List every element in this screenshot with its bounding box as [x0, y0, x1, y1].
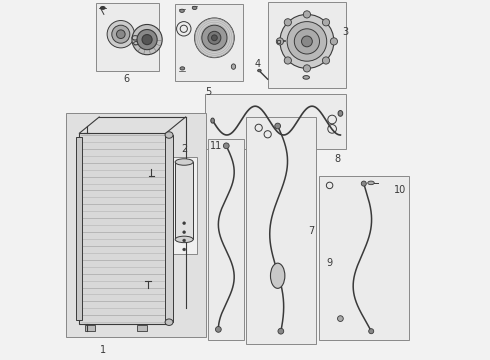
Bar — [66, 113, 206, 337]
Circle shape — [208, 31, 221, 44]
Circle shape — [284, 57, 292, 64]
Circle shape — [195, 18, 234, 58]
Circle shape — [132, 24, 162, 55]
Text: 2: 2 — [181, 144, 187, 154]
Circle shape — [216, 327, 221, 332]
Circle shape — [330, 38, 338, 45]
Circle shape — [137, 30, 157, 50]
Ellipse shape — [180, 9, 184, 12]
Circle shape — [142, 35, 152, 45]
Circle shape — [294, 29, 319, 54]
Text: 7: 7 — [308, 226, 315, 236]
Ellipse shape — [165, 132, 173, 138]
Bar — [165, 135, 173, 322]
Bar — [172, 157, 197, 254]
Ellipse shape — [231, 64, 236, 69]
Bar — [85, 325, 95, 331]
Ellipse shape — [175, 159, 193, 165]
Circle shape — [368, 329, 374, 334]
Circle shape — [212, 35, 217, 41]
Ellipse shape — [258, 69, 261, 72]
Ellipse shape — [165, 319, 173, 325]
Circle shape — [338, 316, 343, 321]
Circle shape — [322, 57, 330, 64]
Circle shape — [117, 30, 125, 39]
Circle shape — [301, 36, 312, 47]
Ellipse shape — [368, 181, 374, 185]
Circle shape — [202, 25, 227, 50]
Circle shape — [303, 65, 311, 72]
Text: 5: 5 — [205, 87, 211, 97]
Circle shape — [183, 222, 186, 225]
Text: 4: 4 — [254, 59, 261, 69]
Circle shape — [183, 248, 186, 251]
Circle shape — [107, 21, 134, 48]
Bar — [208, 139, 245, 340]
Circle shape — [183, 231, 186, 234]
Bar — [205, 94, 346, 149]
Bar — [175, 162, 193, 239]
Text: 9: 9 — [326, 258, 332, 268]
Ellipse shape — [192, 6, 197, 9]
Circle shape — [284, 19, 292, 26]
Text: 1: 1 — [100, 345, 106, 355]
Bar — [269, 2, 346, 88]
Circle shape — [275, 123, 281, 129]
Bar — [246, 117, 316, 344]
Circle shape — [361, 181, 367, 186]
Circle shape — [112, 25, 130, 43]
Circle shape — [276, 38, 284, 45]
Bar — [137, 325, 147, 331]
Ellipse shape — [270, 263, 285, 288]
Text: 6: 6 — [124, 74, 130, 84]
Bar — [319, 176, 409, 340]
Ellipse shape — [180, 67, 185, 70]
Text: 10: 10 — [394, 185, 407, 195]
Text: 11: 11 — [210, 141, 222, 152]
Circle shape — [303, 11, 311, 18]
Bar — [96, 3, 159, 71]
Text: 3: 3 — [342, 27, 348, 37]
Ellipse shape — [175, 236, 193, 243]
Text: 8: 8 — [334, 154, 341, 164]
Ellipse shape — [100, 7, 105, 9]
Ellipse shape — [338, 111, 343, 116]
Circle shape — [278, 328, 284, 334]
Ellipse shape — [211, 118, 215, 123]
Circle shape — [223, 143, 229, 149]
Ellipse shape — [303, 76, 310, 79]
Circle shape — [183, 239, 186, 242]
Circle shape — [322, 19, 330, 26]
Circle shape — [280, 14, 334, 68]
Circle shape — [287, 22, 327, 61]
Bar — [79, 133, 166, 324]
Bar — [277, 40, 280, 43]
Bar — [175, 4, 243, 81]
Bar — [76, 137, 82, 320]
